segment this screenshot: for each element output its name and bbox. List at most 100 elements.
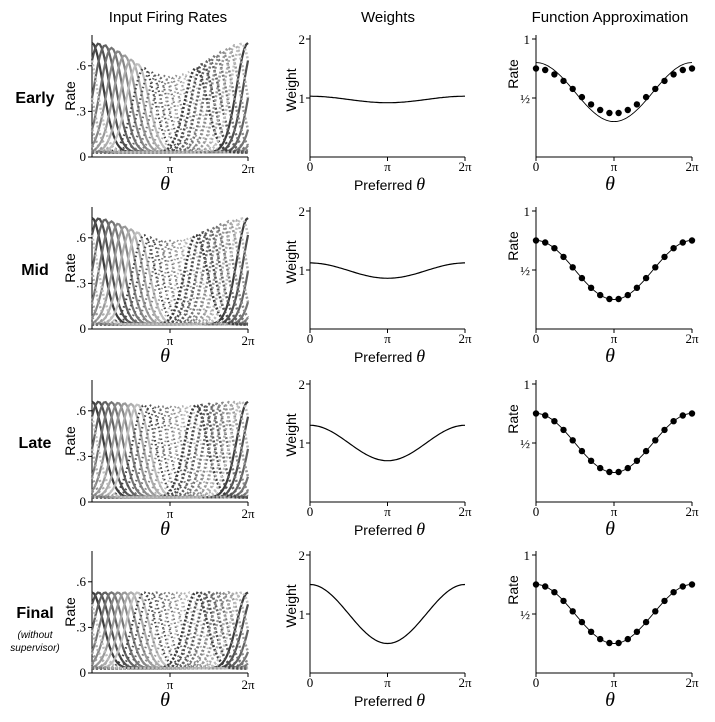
- func-x-axis-label: θ: [605, 518, 615, 540]
- approximation-point: [551, 71, 558, 78]
- weights-x-tick-label: 2π: [458, 675, 472, 690]
- weights-x-tick-label: π: [384, 331, 391, 346]
- approximation-point: [679, 66, 686, 74]
- target-function-line: [535, 413, 693, 473]
- input-y-tick-label: .3: [76, 275, 86, 290]
- approximation-point: [661, 426, 668, 434]
- tuning-curve: [91, 591, 249, 670]
- weights-y-tick-label: 1: [299, 436, 306, 451]
- approximation-point: [642, 447, 650, 455]
- weights-y-tick-label: 2: [299, 548, 306, 563]
- approximation-point: [606, 109, 613, 117]
- tuning-curve: [90, 217, 250, 326]
- weights-x-tick-label: π: [384, 675, 391, 690]
- approximation-point: [560, 77, 567, 85]
- approximation-point: [569, 85, 576, 93]
- func-y-axis-label: Rate: [505, 404, 521, 434]
- approximation-point: [615, 295, 622, 303]
- approximation-point: [569, 437, 576, 444]
- weights-y-tick-label: 1: [299, 91, 306, 106]
- input-y-tick-label: 0: [80, 149, 87, 164]
- input-y-axis-label: Rate: [62, 597, 78, 627]
- approximation-point: [624, 635, 631, 643]
- weights-y-tick-label: 2: [299, 32, 306, 47]
- func-x-tick-label: 2π: [685, 159, 699, 174]
- func-y-tick-label: 1: [524, 32, 531, 47]
- weights-y-axis-label: Weight: [283, 413, 299, 456]
- tuning-curve: [92, 591, 248, 670]
- approximation-point: [597, 291, 604, 299]
- func-x-tick-label: π: [611, 331, 618, 346]
- tuning-curve: [92, 234, 248, 326]
- input-y-axis-label: Rate: [62, 426, 78, 456]
- row-label-early: Early: [15, 90, 54, 107]
- tuning-curve: [92, 239, 248, 326]
- input-x-tick-label: π: [167, 677, 174, 692]
- row-label-final: Final: [16, 605, 53, 622]
- func-y-axis-label: Rate: [505, 575, 521, 605]
- tuning-curve: [92, 590, 249, 670]
- tuning-curves: [90, 42, 250, 154]
- column-title-weights: Weights: [361, 9, 415, 26]
- approximation-point: [587, 457, 595, 464]
- func-x-tick-label: 2π: [685, 504, 699, 519]
- approximation-point: [615, 109, 622, 117]
- approximation-point: [542, 583, 549, 590]
- weights-y-tick-label: 1: [299, 607, 306, 622]
- func-x-tick-label: 0: [533, 504, 540, 519]
- approximation-point: [661, 77, 668, 85]
- input-y-axis-label: Rate: [62, 253, 78, 283]
- approximation-point: [615, 639, 622, 647]
- weight-curve: [309, 583, 466, 645]
- target-function-line: [535, 240, 693, 300]
- approximation-point: [587, 101, 595, 108]
- approximation-point: [642, 93, 650, 101]
- approximation-point: [532, 410, 540, 417]
- input-x-tick-label: 2π: [241, 506, 255, 521]
- input-x-tick-label: 2π: [241, 161, 255, 176]
- func-y-tick-label: ½: [520, 436, 530, 451]
- approximation-point: [542, 66, 549, 74]
- weights-x-tick-label: 2π: [458, 331, 472, 346]
- tuning-curve: [92, 66, 248, 154]
- approximation-point: [661, 253, 668, 261]
- approximation-point: [587, 284, 595, 291]
- input-x-tick-label: 2π: [241, 333, 255, 348]
- tuning-curve: [92, 591, 248, 670]
- approximation-point: [551, 245, 558, 252]
- weights-x-tick-label: 0: [307, 504, 314, 519]
- weights-x-tick-label: π: [384, 504, 391, 519]
- approximation-point: [652, 85, 659, 93]
- tuning-curve: [90, 46, 250, 154]
- func-y-tick-label: ½: [520, 91, 530, 106]
- tuning-curve: [90, 42, 250, 154]
- tuning-curve: [91, 401, 250, 499]
- column-title-function-approximation: Function Approximation: [532, 9, 689, 26]
- weights-x-tick-label: 2π: [458, 504, 472, 519]
- tuning-curves: [90, 217, 250, 326]
- weights-x-tick-label: 0: [307, 331, 314, 346]
- weights-x-tick-label: 0: [307, 675, 314, 690]
- approximation-point: [679, 412, 686, 419]
- approximation-points: [532, 581, 696, 647]
- approximation-point: [670, 589, 677, 596]
- approximation-point: [652, 437, 659, 444]
- input-x-tick-label: π: [167, 506, 174, 521]
- approximation-point: [624, 291, 631, 299]
- weights-y-tick-label: 2: [299, 377, 306, 392]
- approximation-point: [606, 639, 613, 647]
- input-x-tick-label: π: [167, 161, 174, 176]
- approximation-point: [670, 71, 677, 78]
- weights-x-axis-label: Preferred θ: [354, 174, 425, 194]
- tuning-curves: [90, 400, 250, 499]
- approximation-point: [597, 464, 604, 472]
- approximation-point: [633, 628, 641, 635]
- tuning-curve: [91, 225, 249, 326]
- approximation-point: [532, 237, 540, 244]
- func-x-tick-label: π: [611, 675, 618, 690]
- row-label-mid: Mid: [21, 262, 49, 279]
- func-y-tick-label: 1: [524, 548, 531, 563]
- target-function-line: [535, 62, 693, 123]
- weights-x-axis-label: Preferred θ: [354, 346, 425, 366]
